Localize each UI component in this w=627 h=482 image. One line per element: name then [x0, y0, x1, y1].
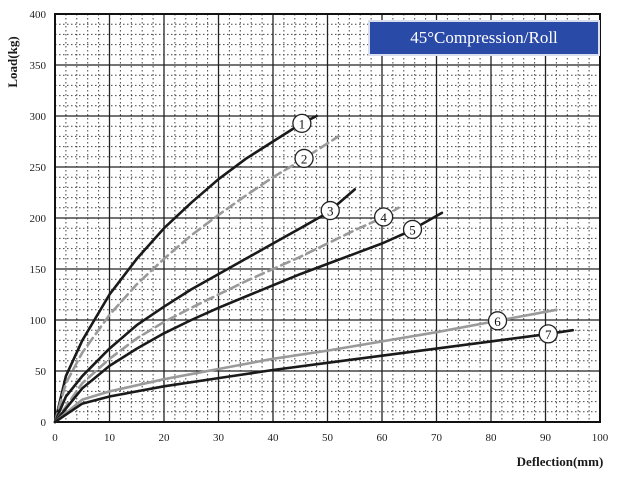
y-tick-label: 400: [30, 9, 47, 21]
curve-number-label: 2: [301, 151, 308, 166]
curve-number-circle: [320, 200, 340, 221]
y-axis-label: Load(kg): [5, 36, 20, 87]
series-line-2: [53, 135, 340, 424]
tick-labels: 0 10 20 30 40 50 60 70 80 90 100 0 50 100 150 200 250 300…: [30, 9, 609, 444]
y-tick-label: 200: [30, 213, 47, 225]
y-tick-label: 100: [30, 315, 47, 327]
curve-number-circle: [294, 148, 314, 169]
series-layer: [53, 114, 575, 424]
series-line-5: [53, 211, 444, 424]
x-tick-label: 100: [592, 432, 609, 444]
series-line-1: [53, 114, 318, 424]
curve-number-circle: [538, 324, 558, 344]
x-tick-label: 50: [322, 432, 334, 444]
series-line-7: [53, 328, 575, 424]
x-axis-label: Deflection(mm): [517, 454, 604, 469]
curve-number-label: 1: [299, 116, 306, 131]
x-tick-label: 30: [213, 432, 225, 444]
curve-number-labels: 1 2 3 4 5 6 7: [292, 113, 558, 344]
curve-number-label: 6: [494, 314, 501, 329]
curve-number-label: 7: [545, 327, 552, 342]
x-tick-label: 90: [540, 432, 552, 444]
x-tick-label: 60: [377, 432, 389, 444]
y-tick-label: 350: [30, 60, 47, 72]
x-tick-label: 0: [52, 432, 58, 444]
plot-frame: [54, 13, 601, 423]
curve-number-label: 4: [380, 210, 387, 225]
x-tick-label: 80: [486, 432, 498, 444]
curve-number-circle: [292, 113, 312, 133]
chart-title: 45°Compression/Roll: [368, 20, 600, 56]
x-tick-label: 20: [159, 432, 171, 444]
curve-number-circle: [487, 311, 508, 331]
y-tick-label: 250: [30, 162, 47, 174]
series-line-3: [53, 188, 357, 424]
y-tick-label: 150: [30, 264, 47, 276]
y-tick-label: 50: [35, 366, 47, 378]
major-grid: [54, 13, 601, 423]
curve-number-circle: [373, 207, 394, 227]
curve-number-label: 5: [409, 222, 416, 237]
series-line-4: [53, 206, 400, 424]
y-tick-label: 300: [30, 111, 47, 123]
curve-number-circle: [402, 219, 423, 240]
curve-number-label: 3: [327, 204, 334, 219]
series-line-6: [53, 308, 558, 424]
x-tick-label: 70: [431, 432, 443, 444]
x-tick-label: 40: [268, 432, 280, 444]
y-tick-label: 0: [41, 417, 47, 429]
x-tick-label: 10: [104, 432, 116, 444]
